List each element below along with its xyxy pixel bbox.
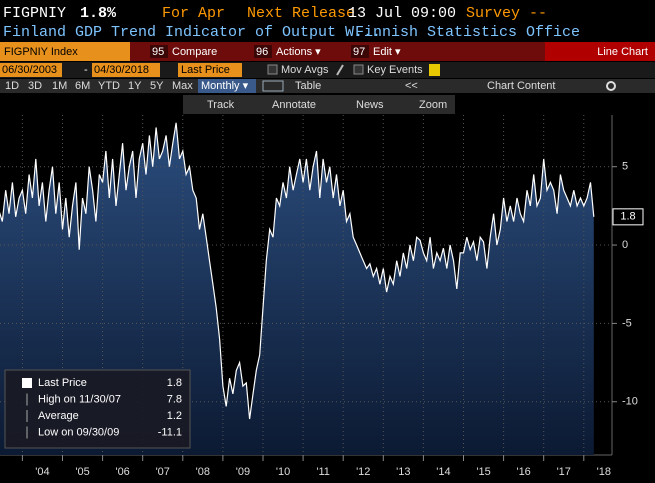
period-button[interactable]: 5Y [150, 80, 164, 92]
x-tick-label: '08 [196, 466, 210, 478]
x-tick-label: '07 [156, 466, 170, 478]
x-tick-label: '12 [356, 466, 370, 478]
period-button[interactable]: 1M [52, 80, 67, 92]
view-box[interactable] [545, 42, 655, 61]
period-button[interactable]: 3D [28, 80, 42, 92]
legend-value: 1.8 [167, 377, 182, 389]
view[interactable]: Line Chart [597, 46, 648, 58]
x-tick-label: '13 [396, 466, 410, 478]
x-tick-label: '17 [557, 466, 571, 478]
button-label[interactable]: Edit ▾ [373, 46, 401, 58]
start-date[interactable]: 06/30/2003 [2, 64, 57, 76]
x-tick-label: '09 [236, 466, 250, 478]
end-date[interactable]: 04/30/2018 [94, 64, 149, 76]
ticker: FIGPNIY [3, 5, 66, 22]
field-box[interactable] [178, 63, 242, 77]
gear-icon[interactable] [606, 81, 616, 91]
button-number-box[interactable] [254, 45, 272, 58]
legend-icon [22, 378, 32, 388]
button-number-box[interactable] [150, 45, 168, 58]
last-value-box [612, 208, 644, 226]
x-tick-label: '16 [516, 466, 530, 478]
y-tick-label: -10 [622, 396, 638, 408]
end-box[interactable] [92, 63, 160, 77]
info-icon[interactable] [429, 64, 440, 76]
checkbox[interactable] [267, 64, 278, 75]
legend-label: Average [38, 410, 79, 422]
table[interactable]: Table [295, 80, 321, 92]
survey: Survey -- [466, 5, 547, 22]
source: Finnish Statistics Office [355, 24, 580, 41]
tool-button[interactable]: News [356, 99, 384, 111]
x-tick-label: '05 [75, 466, 89, 478]
chart-icon[interactable] [262, 80, 284, 92]
button-number-box[interactable] [351, 45, 369, 58]
controls-bar [0, 62, 655, 78]
legend-label: High on 11/30/07 [38, 393, 121, 405]
last-value-label: 1.8 [620, 211, 635, 223]
period: For Apr [162, 5, 225, 22]
tools-bar [183, 95, 455, 114]
line [0, 122, 595, 420]
button-label[interactable]: Actions ▾ [276, 46, 321, 58]
pencil-icon[interactable] [336, 64, 344, 76]
frequency[interactable]: Monthly ▾ [201, 80, 249, 92]
legend-value: 1.2 [167, 410, 182, 422]
x-tick-label: '15 [476, 466, 490, 478]
security[interactable]: FIGPNIY Index [4, 46, 78, 58]
legend-label: Low on 09/30/09 [38, 426, 119, 438]
button-number[interactable]: 95 [152, 46, 164, 58]
period-button[interactable]: 1Y [128, 80, 142, 92]
x-tick-label: '04 [35, 466, 49, 478]
legend-box [4, 369, 191, 449]
start-box[interactable] [0, 63, 62, 77]
checkbox[interactable] [353, 64, 364, 75]
button-number[interactable]: 96 [256, 46, 268, 58]
next-release: 13 Jul 09:00 [348, 5, 456, 22]
period-bar [0, 79, 655, 93]
frequency-box[interactable] [198, 79, 256, 93]
security-box[interactable] [0, 42, 130, 61]
period-button[interactable]: YTD [98, 80, 120, 92]
key-events[interactable]: Key Events [367, 64, 423, 76]
x-tick-label: '18 [597, 466, 611, 478]
field[interactable]: Last Price [181, 64, 230, 76]
x-tick-label: '06 [115, 466, 129, 478]
x-tick-label: '14 [436, 466, 450, 478]
legend-value: -11.1 [158, 426, 182, 438]
mov-avgs[interactable]: Mov Avgs [281, 64, 329, 76]
period-button[interactable]: 6M [75, 80, 90, 92]
button-label[interactable]: Compare [172, 46, 217, 58]
y-tick-label: -5 [622, 317, 632, 329]
y-tick-label: 5 [622, 161, 628, 173]
description: Finland GDP Trend Indicator of Output W.… [3, 24, 381, 41]
x-tick-label: '10 [276, 466, 290, 478]
date-separator: - [84, 64, 88, 76]
tool-button[interactable]: Zoom [419, 99, 447, 111]
legend-value: 7.8 [167, 393, 182, 405]
button-number[interactable]: 97 [353, 46, 365, 58]
period-button[interactable]: Max [172, 80, 193, 92]
next-release-label: Next Release [247, 5, 355, 22]
collapse[interactable]: << [405, 80, 418, 92]
y-tick-label: 0 [622, 239, 628, 251]
last-value: 1.8% [80, 5, 117, 22]
period-button[interactable]: 1D [5, 80, 19, 92]
tool-button[interactable]: Annotate [272, 99, 316, 111]
chart-content[interactable]: Chart Content [487, 80, 555, 92]
x-tick-label: '11 [316, 466, 330, 478]
tool-button[interactable]: Track [207, 99, 235, 111]
legend-label: Last Price [38, 377, 87, 389]
